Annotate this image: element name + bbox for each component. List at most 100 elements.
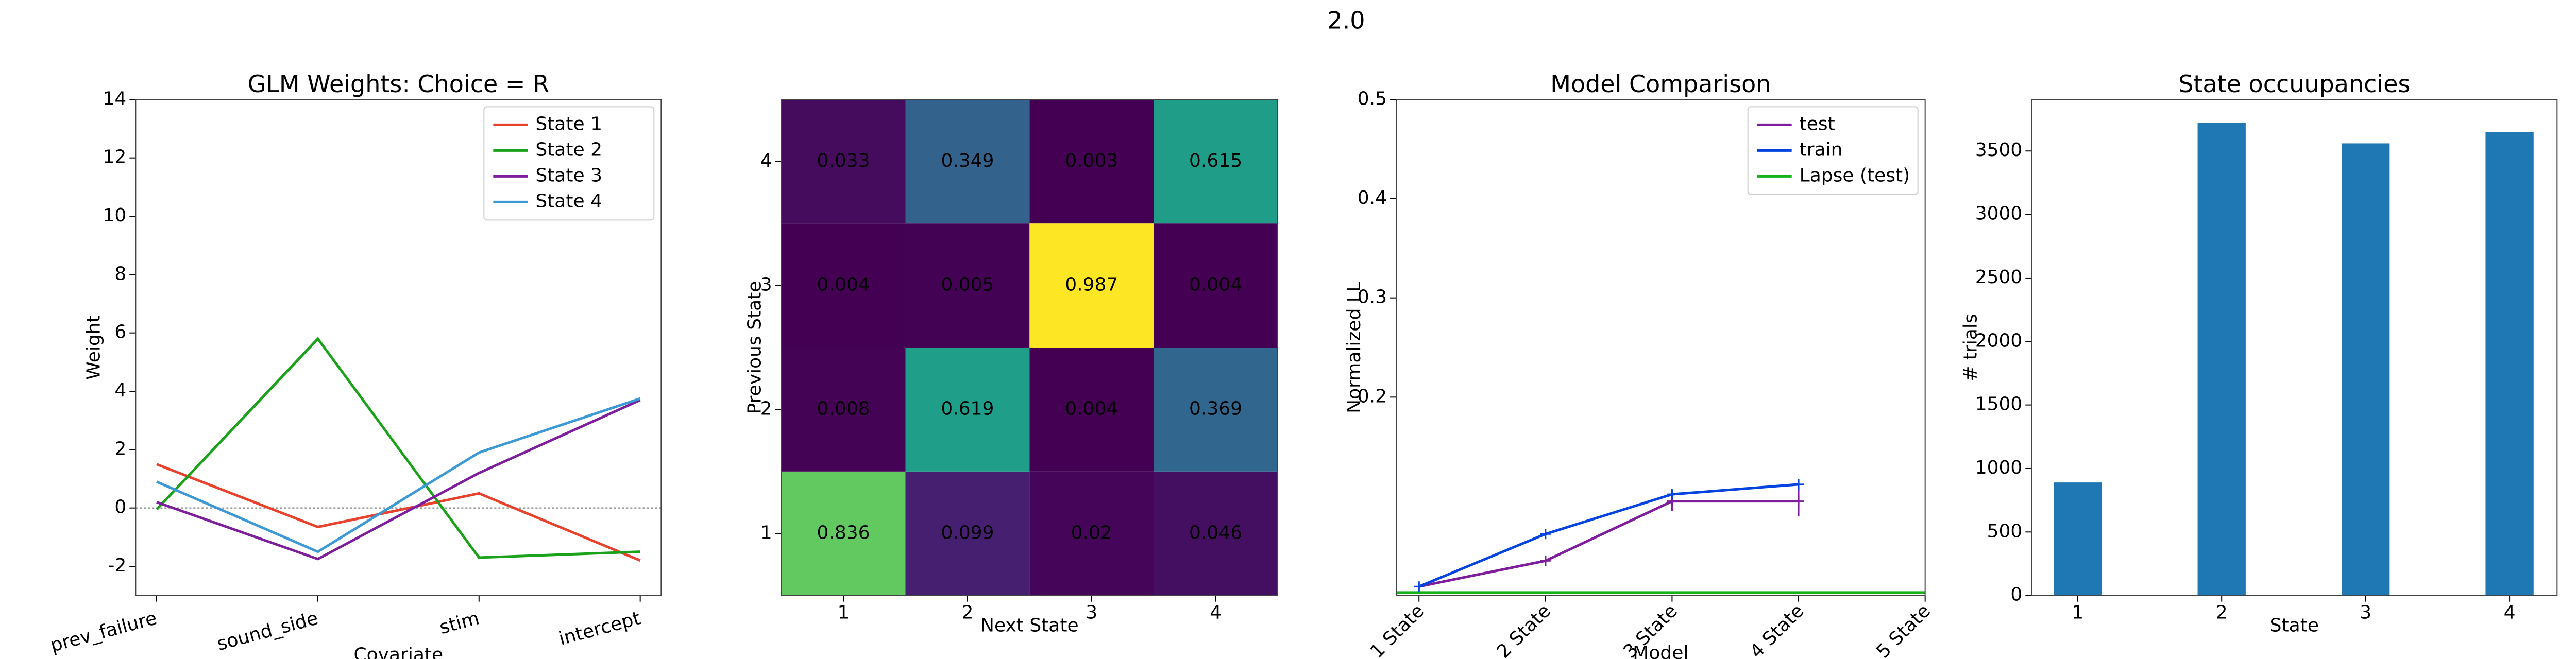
y-tick-label: 0.3	[1358, 287, 1387, 308]
bar	[2054, 482, 2102, 596]
heatmap-cell	[781, 223, 906, 348]
y-axis-label: Previous State	[744, 281, 766, 414]
legend-box	[483, 106, 655, 221]
cell-label: 0.615	[1189, 150, 1242, 171]
heatmap-cell	[781, 348, 906, 472]
cell-label: 0.033	[817, 150, 870, 171]
heatmap-cell	[781, 99, 906, 224]
axes-frame	[135, 99, 662, 596]
x-axis-label: Covariate	[354, 644, 444, 659]
cell-label: 0.369	[1189, 398, 1242, 419]
heatmap-cell	[1029, 348, 1154, 472]
heatmap-cell	[1029, 471, 1154, 596]
heatmap-cell	[1154, 348, 1278, 472]
cell-label: 0.987	[1065, 274, 1118, 296]
legend-box	[1747, 106, 1919, 195]
cell-label: 0.046	[1189, 522, 1242, 543]
x-tick-label: stim	[437, 608, 482, 638]
cell-label: 0.004	[1189, 274, 1242, 296]
x-tick-label: 3	[1086, 602, 1097, 623]
series-line	[1418, 483, 1799, 588]
legend-label: State 2	[535, 139, 602, 160]
y-tick-label: 6	[114, 322, 126, 343]
x-tick-label: 4	[2504, 602, 2516, 623]
y-tick-label: 2500	[1975, 267, 2023, 288]
cell-label: 0.349	[941, 150, 994, 171]
x-tick-label: sound_side	[215, 608, 320, 655]
y-axis-label: # trials	[1960, 314, 1981, 381]
heatmap-cell	[781, 471, 906, 596]
bar	[2341, 143, 2390, 596]
x-tick-label: 1	[2072, 602, 2083, 623]
cell-label: 0.008	[817, 398, 870, 419]
y-axis-label: Normalized LL	[1344, 282, 1365, 413]
y-tick-label: 1	[760, 522, 772, 543]
cell-label: 0.004	[1065, 398, 1118, 419]
y-tick-label: 0	[114, 497, 126, 518]
x-tick-label: 4 State	[1746, 600, 1808, 659]
x-tick-label: 1	[838, 602, 850, 623]
heatmap-cell	[1154, 223, 1278, 348]
x-tick-label: 2	[2216, 602, 2228, 623]
y-tick-label: 2	[760, 398, 772, 419]
axes-title: Model Comparison	[1550, 70, 1771, 98]
y-tick-label: 0	[2010, 584, 2022, 605]
bar	[2485, 132, 2534, 596]
cell-label: 0.005	[941, 274, 994, 296]
series-line	[1418, 500, 1799, 588]
axes-frame	[2031, 99, 2558, 596]
y-tick-label: 1500	[1975, 394, 2023, 415]
x-tick-label: 2 State	[1493, 600, 1555, 659]
point-marker	[1793, 479, 1804, 490]
x-tick-label: 4	[1210, 602, 1222, 623]
point-marker	[1540, 529, 1551, 540]
legend-label: train	[1800, 139, 1843, 160]
y-tick-label: 1000	[1975, 457, 2023, 478]
cell-label: 0.099	[941, 522, 994, 543]
point-marker	[1667, 489, 1677, 500]
y-tick-label: 3500	[1975, 140, 2023, 161]
y-tick-label: 8	[114, 263, 126, 284]
y-axis-label: Weight	[83, 315, 104, 379]
heatmap-cell	[905, 348, 1030, 472]
y-tick-label: 12	[103, 147, 127, 168]
axes-frame	[1396, 99, 1926, 596]
series-line	[156, 397, 641, 553]
series-line	[156, 337, 640, 559]
x-tick-label: intercept	[556, 608, 642, 650]
cell-label: 0.02	[1071, 522, 1112, 543]
y-tick-label: 2000	[1975, 330, 2023, 351]
y-tick-label: 10	[103, 205, 127, 226]
axes-title: State occuupancies	[2178, 70, 2410, 98]
x-tick-label: prev_failure	[48, 608, 159, 656]
legend-label: State 3	[535, 165, 602, 186]
point-marker	[1793, 496, 1804, 507]
x-tick-label: 5 State	[1872, 600, 1935, 659]
heatmap-cell	[905, 471, 1030, 596]
axes-frame	[781, 99, 1278, 596]
y-tick-label: 3	[760, 274, 772, 296]
cell-label: 0.004	[817, 274, 870, 296]
cell-label: 0.836	[817, 522, 870, 543]
cell-label: 0.003	[1065, 150, 1118, 171]
heatmap-cell	[1154, 471, 1278, 596]
cell-label: 0.619	[941, 398, 994, 419]
y-tick-label: 4	[760, 150, 772, 171]
y-tick-label: 0.2	[1358, 386, 1387, 407]
axes-title: GLM Weights: Choice = R	[248, 70, 549, 98]
legend-label: State 1	[535, 113, 602, 134]
heatmap-cell	[1029, 223, 1154, 348]
point-marker	[1540, 556, 1551, 566]
x-tick-label: 1 State	[1366, 600, 1429, 659]
y-tick-label: 500	[1987, 521, 2023, 542]
point-marker	[1414, 581, 1425, 592]
suptitle: 2.0	[1327, 7, 1365, 34]
y-tick-label: 14	[103, 88, 127, 109]
bar	[2197, 123, 2246, 596]
heatmap-cell	[905, 99, 1030, 224]
heatmap-cell	[905, 223, 1030, 348]
y-tick-label: 2	[114, 438, 126, 459]
legend-label: State 4	[535, 190, 602, 212]
x-tick-label: 3	[2360, 602, 2371, 623]
